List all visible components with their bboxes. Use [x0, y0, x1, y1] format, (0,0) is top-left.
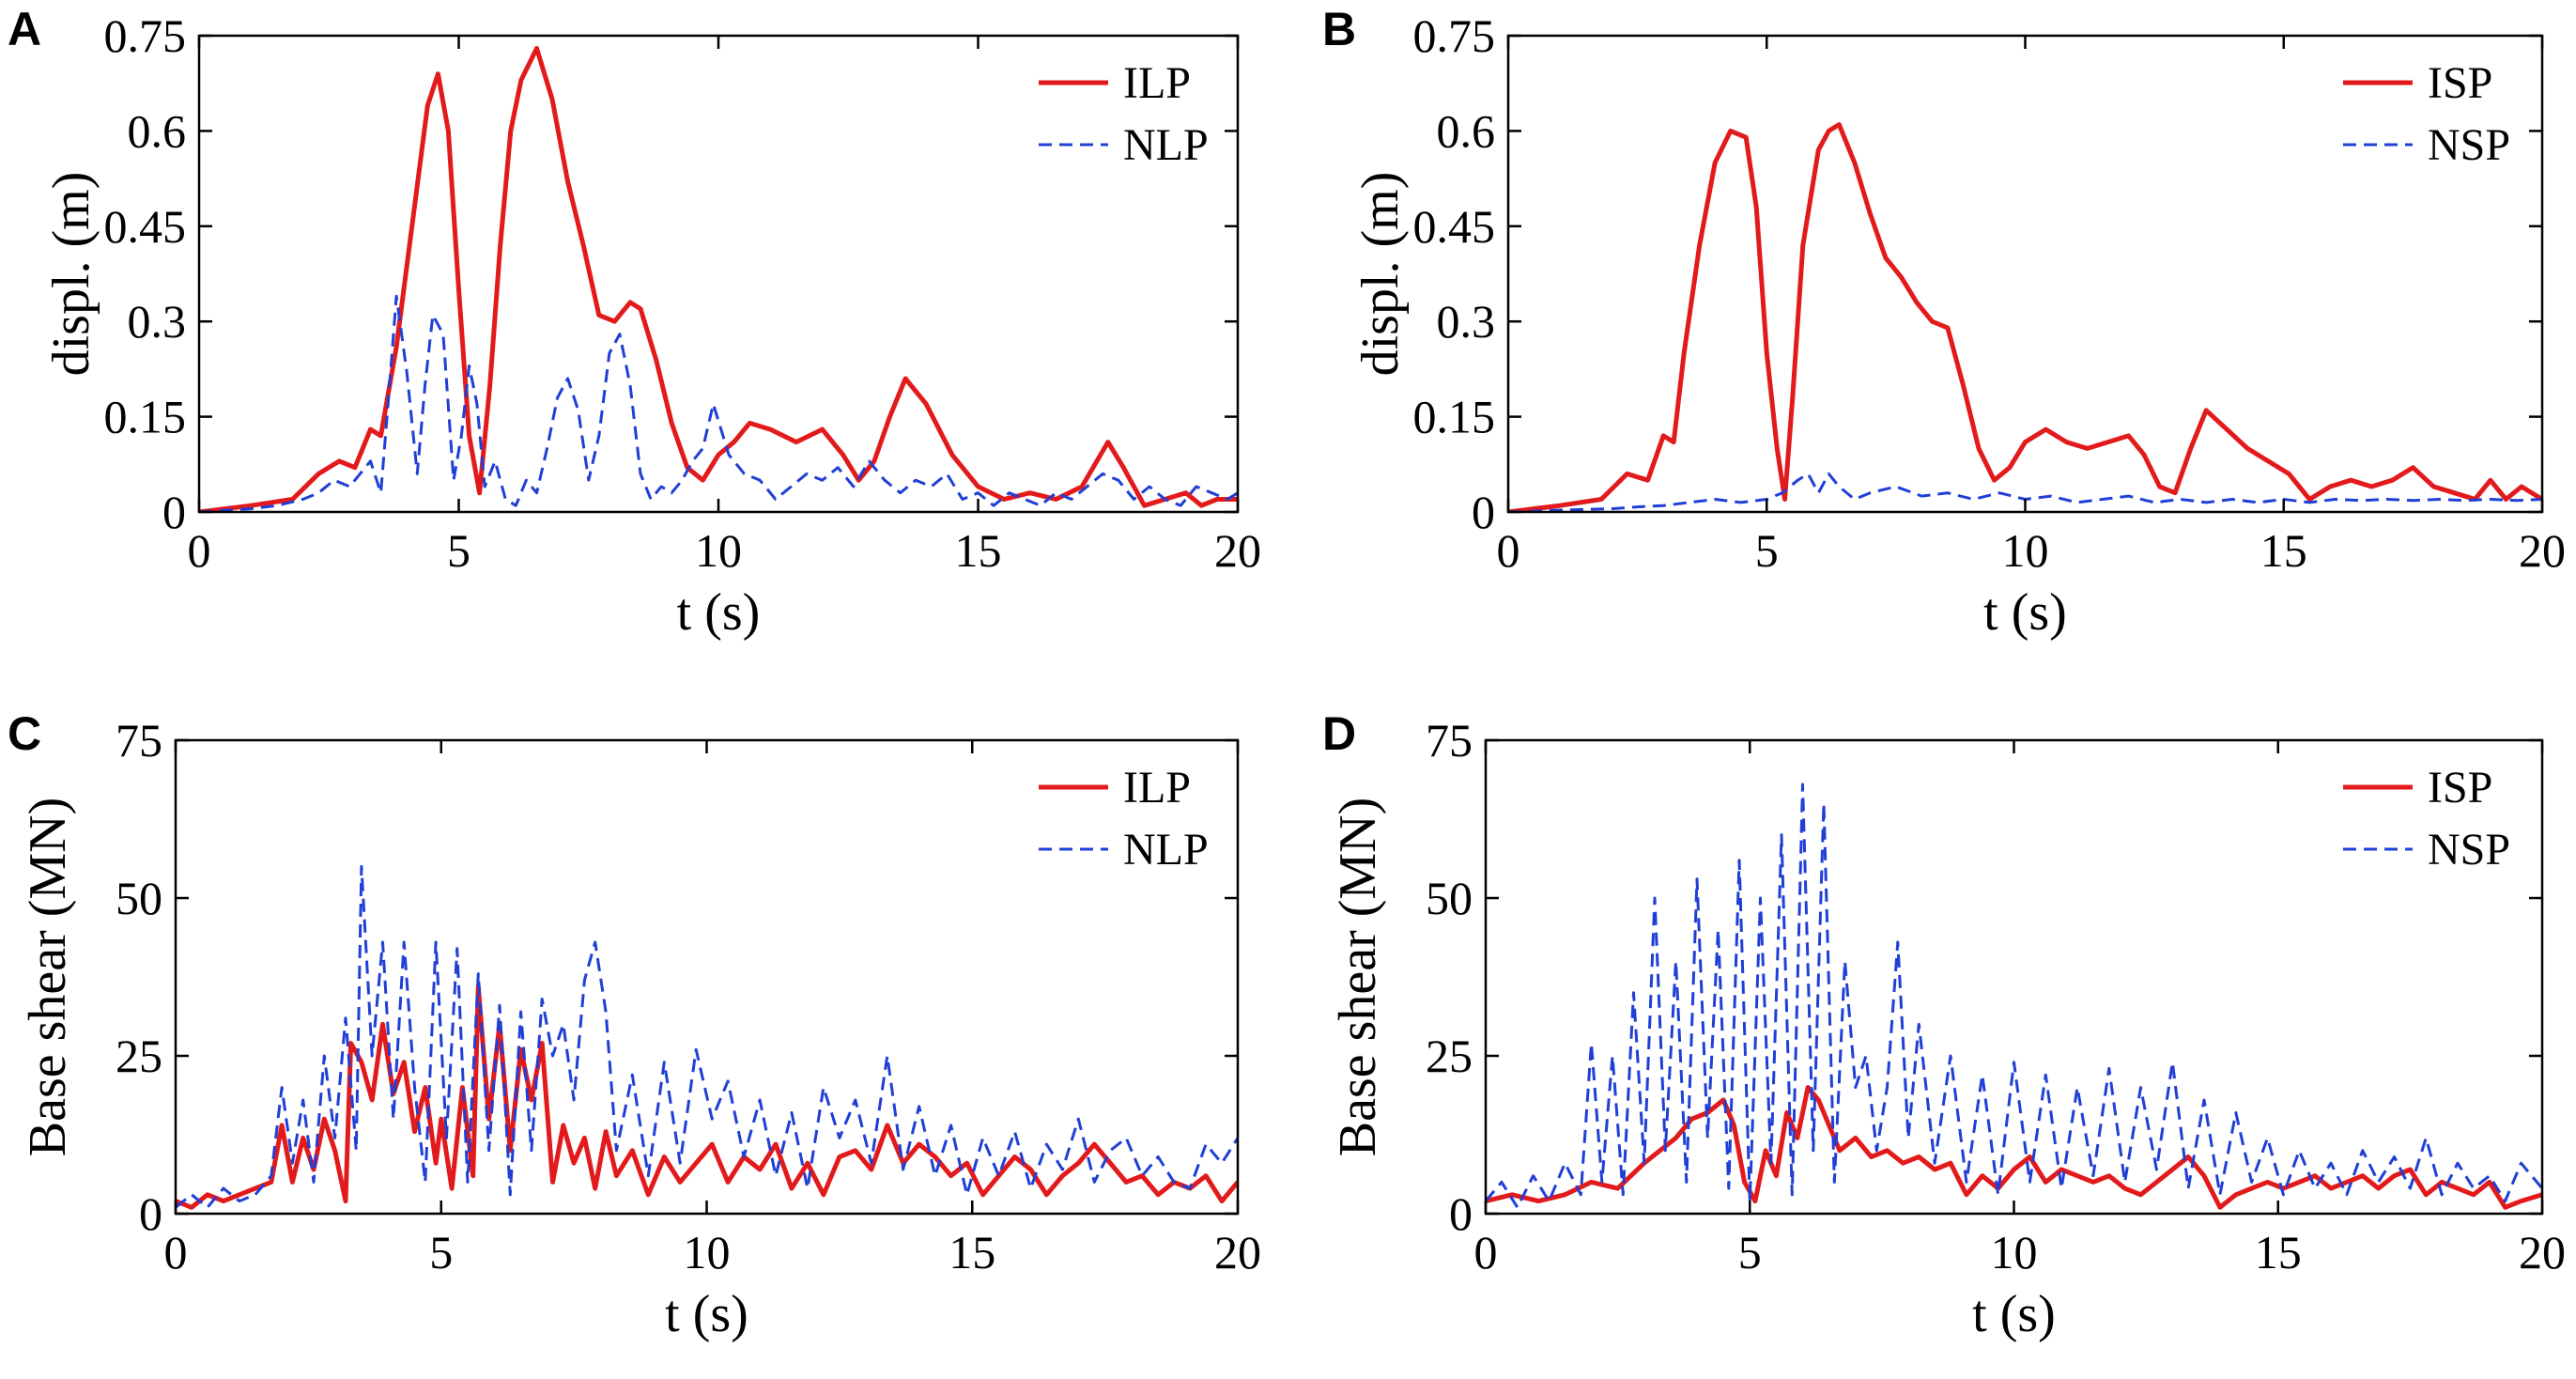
- x-tick-label: 0: [188, 524, 211, 577]
- legend-label: ISP: [2428, 763, 2492, 813]
- y-axis-label: Base shear (MN): [1329, 798, 1387, 1157]
- legend-label: NSP: [2428, 825, 2510, 875]
- y-tick-label: 25: [116, 1030, 162, 1082]
- series-line-nsp: [1486, 782, 2542, 1209]
- panel-d: D 0 5 10 15 20 0 25 50 75 t (s) Base shear (MN) ISP N…: [1322, 707, 2566, 1343]
- panel-c: C 0 5 10 15 20 0 25 50 75 t (s) Base shear (MN) ILP N…: [8, 707, 1261, 1343]
- series-line-nsp: [1508, 472, 2542, 512]
- panel-letter: B: [1322, 3, 1356, 55]
- y-axis-label: displ. (m): [1351, 172, 1410, 377]
- panel-letter: D: [1322, 707, 1356, 760]
- y-tick-label: 0.3: [1437, 295, 1496, 348]
- legend-label: ISP: [2428, 58, 2492, 108]
- x-tick-label: 20: [2519, 1226, 2566, 1278]
- panel-b: B 0 5 10 15 20 0 0.15 0.3 0.45 0.6 0.75 t (s) displ. …: [1322, 3, 2566, 642]
- series-line-nlp: [176, 864, 1238, 1209]
- x-tick-label: 20: [1214, 524, 1261, 577]
- series-line-ilp: [176, 984, 1238, 1210]
- x-tick-label: 15: [2255, 1226, 2302, 1278]
- y-axis-label: Base shear (MN): [19, 798, 77, 1157]
- x-tick-label: 0: [1497, 524, 1520, 577]
- x-tick-label: 5: [447, 524, 470, 577]
- x-tick-label: 10: [684, 1226, 731, 1278]
- legend: ILP NLP: [1039, 763, 1209, 875]
- legend-label: NLP: [1123, 120, 1209, 170]
- x-tick-label: 20: [2519, 524, 2566, 577]
- x-tick-label: 20: [1214, 1226, 1261, 1278]
- x-axis-label: t (s): [677, 583, 761, 642]
- plot-frame: [197, 34, 1240, 514]
- x-tick-label: 15: [955, 524, 1002, 577]
- x-tick-label: 15: [949, 1226, 995, 1278]
- x-tick-label: 0: [1474, 1226, 1498, 1278]
- x-axis-label: t (s): [665, 1285, 748, 1343]
- series-line-isp: [1486, 1085, 2542, 1210]
- y-tick-label: 0: [162, 486, 186, 538]
- x-tick-label: 5: [429, 1226, 453, 1278]
- x-tick-label: 0: [164, 1226, 188, 1278]
- y-tick-label: 75: [116, 714, 162, 767]
- legend-label: NSP: [2428, 120, 2510, 170]
- series-line-ilp: [199, 46, 1238, 512]
- series-line-nlp: [199, 294, 1238, 512]
- y-tick-label: 0.15: [104, 391, 187, 443]
- x-tick-label: 15: [2260, 524, 2307, 577]
- y-tick-label: 0.75: [1413, 9, 1496, 62]
- y-tick-label: 50: [1426, 872, 1473, 924]
- x-axis-label: t (s): [1972, 1285, 2056, 1343]
- y-tick-label: 0.75: [104, 9, 187, 62]
- y-tick-label: 0: [1472, 486, 1495, 538]
- panel-a: A 0 5 10 15 20 0 0.15 0.3 0.45 0.6 0.75 t (s) displ. …: [8, 3, 1261, 642]
- legend-label: NLP: [1123, 825, 1209, 875]
- legend-label: ILP: [1123, 763, 1191, 813]
- y-tick-label: 0.6: [128, 104, 187, 157]
- series-line-isp: [1508, 122, 2542, 512]
- legend: ISP NSP: [2343, 58, 2510, 170]
- y-tick-label: 50: [116, 872, 162, 924]
- y-tick-label: 0.6: [1437, 104, 1496, 157]
- panel-letter: C: [8, 707, 41, 760]
- y-tick-label: 0.45: [1413, 200, 1496, 253]
- y-tick-label: 0.45: [104, 200, 187, 253]
- y-tick-label: 0: [139, 1187, 162, 1240]
- panel-letter: A: [8, 3, 41, 55]
- y-tick-label: 0: [1449, 1187, 1473, 1240]
- plot-frame: [174, 738, 1240, 1216]
- x-axis-label: t (s): [1983, 583, 2067, 642]
- y-axis-label: displ. (m): [42, 172, 100, 377]
- legend: ISP NSP: [2343, 763, 2510, 875]
- x-tick-label: 10: [1991, 1226, 2038, 1278]
- y-tick-label: 0.3: [128, 295, 187, 348]
- x-tick-label: 5: [1738, 1226, 1762, 1278]
- y-tick-label: 25: [1426, 1030, 1473, 1082]
- legend-label: ILP: [1123, 58, 1191, 108]
- legend: ILP NLP: [1039, 58, 1209, 170]
- x-tick-label: 10: [2002, 524, 2049, 577]
- y-tick-label: 75: [1426, 714, 1473, 767]
- x-tick-label: 5: [1755, 524, 1779, 577]
- x-tick-label: 10: [695, 524, 742, 577]
- y-tick-label: 0.15: [1413, 391, 1496, 443]
